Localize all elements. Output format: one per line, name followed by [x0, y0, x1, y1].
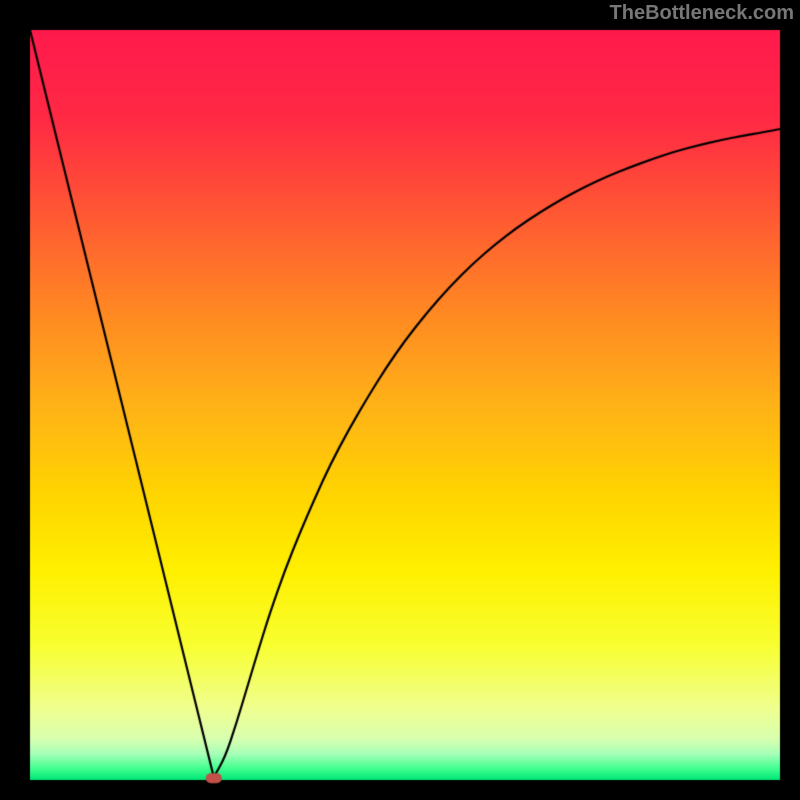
chart-container: TheBottleneck.com: [0, 0, 800, 800]
watermark-label: TheBottleneck.com: [610, 2, 794, 25]
bottleneck-chart-canvas: [0, 0, 800, 800]
